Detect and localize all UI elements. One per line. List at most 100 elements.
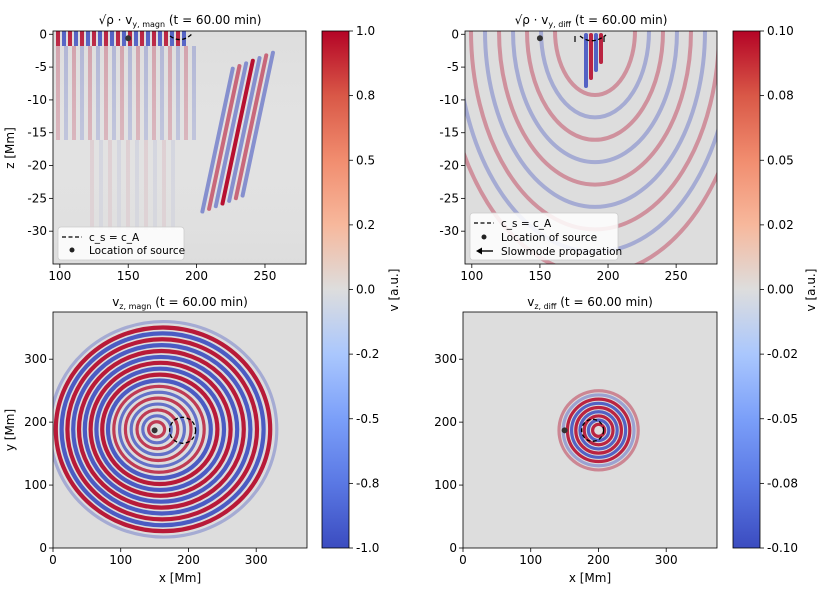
wave-ring bbox=[590, 422, 607, 438]
plume-band bbox=[599, 33, 603, 64]
x-tick-label: 200 bbox=[587, 553, 610, 567]
wave-ring bbox=[53, 325, 273, 534]
x-tick-label: 250 bbox=[254, 269, 277, 283]
source-marker bbox=[536, 35, 543, 42]
colorbar-tick-label: -0.5 bbox=[356, 412, 379, 426]
wave-ring bbox=[129, 402, 186, 457]
panel-vy-magn-title: √ρ · vy, magn (t = 60.00 min) bbox=[99, 13, 262, 29]
wave-ring bbox=[586, 418, 611, 443]
wave-packet bbox=[200, 50, 275, 214]
wave-ring bbox=[147, 420, 167, 439]
panel-vy-magn-field bbox=[53, 31, 306, 264]
y-tick-label: 0 bbox=[39, 27, 47, 41]
panel-vy-diff: 100 150 200 250 0 -5 -10 -15 -20 -25 -30 √ρ · vy, … bbox=[439, 13, 718, 283]
wave-ring bbox=[94, 366, 227, 493]
colorbar-magn-label: v [a.u.] bbox=[387, 269, 401, 312]
y-tick-label: -20 bbox=[27, 159, 47, 173]
y-tick-label: -30 bbox=[27, 224, 47, 238]
x-tick-label: 150 bbox=[528, 269, 551, 283]
y-tick-label: 0 bbox=[39, 541, 47, 555]
legend-box bbox=[57, 226, 185, 261]
wave-ring bbox=[59, 331, 266, 528]
panel-vz-magn-field bbox=[53, 320, 279, 539]
y-tick-label: -5 bbox=[447, 60, 459, 74]
colorbar-magn-gradient bbox=[321, 30, 350, 549]
y-tick-label: -20 bbox=[439, 159, 459, 173]
panel-vz-magn: 0 100 200 300 0 100 200 300 vz, magn (t = 60.00… bbox=[3, 295, 308, 585]
panel-vy-diff-legend: c_s = c_A Location of source Slowmode pr… bbox=[469, 212, 622, 261]
source-marker bbox=[561, 427, 568, 434]
panel-vz-diff-frame bbox=[462, 311, 718, 549]
wave-arc bbox=[497, 31, 693, 187]
wave-band bbox=[227, 56, 262, 203]
colorbar-tick-label: 0.00 bbox=[767, 283, 794, 297]
wave-ring bbox=[578, 410, 619, 451]
x-tick-label: 200 bbox=[597, 269, 620, 283]
panel-vz-diff: 0 100 200 300 0 100 200 300 vz, diff (t = 60.00… bbox=[434, 295, 718, 585]
wave-ring bbox=[118, 390, 200, 468]
y-tick-label: -10 bbox=[439, 93, 459, 107]
source-marker bbox=[125, 35, 132, 42]
panel-vz-diff-xlabel: x [Mm] bbox=[569, 571, 611, 585]
legend-entry-source: Location of source bbox=[89, 245, 185, 257]
x-tick-label: 250 bbox=[665, 269, 688, 283]
legend-entry-cs-ca: c_s = c_A bbox=[501, 218, 552, 230]
wave-band bbox=[207, 64, 242, 211]
panel-vz-magn-frame bbox=[52, 311, 308, 549]
wave-arc bbox=[525, 31, 665, 142]
legend-entry-source: Location of source bbox=[501, 232, 597, 244]
y-tick-label: 300 bbox=[24, 352, 47, 366]
wave-ring bbox=[569, 401, 628, 459]
y-tick-label: -5 bbox=[35, 60, 47, 74]
plume-band bbox=[589, 33, 593, 80]
x-tick-label: 300 bbox=[245, 553, 268, 567]
legend-source-dot-icon bbox=[481, 234, 487, 240]
wave-ring bbox=[100, 372, 220, 487]
y-tick-label: 100 bbox=[434, 478, 457, 492]
y-tick-label: -25 bbox=[439, 191, 459, 205]
x-tick-label: 300 bbox=[655, 553, 678, 567]
panel-vy-diff-title: √ρ · vy, diff (t = 60.00 min) bbox=[515, 13, 668, 29]
colorbar-tick-label: -1.0 bbox=[356, 541, 379, 555]
colorbar-tick-label: 0.02 bbox=[767, 218, 794, 232]
colorbar-tick-label: -0.2 bbox=[356, 347, 379, 361]
legend-box bbox=[469, 212, 619, 261]
wave-ring bbox=[88, 360, 233, 498]
wave-band bbox=[200, 66, 235, 214]
wave-arc bbox=[553, 31, 637, 97]
colorbar-tick-label: 0.0 bbox=[356, 283, 375, 297]
wave-ring bbox=[557, 389, 640, 472]
wave-ring bbox=[65, 337, 260, 522]
colorbar-tick-label: -0.08 bbox=[767, 476, 798, 490]
wave-ring bbox=[71, 343, 253, 516]
y-tick-label: 100 bbox=[24, 478, 47, 492]
colorbar-diff: 0.10 0.08 0.05 0.02 0.00 -0.02 -0.05 -0.08 -0.10… bbox=[732, 24, 818, 555]
panel-vy-diff-frame bbox=[464, 30, 718, 265]
legend-arrow-left-icon bbox=[476, 247, 493, 255]
y-tick-label: 300 bbox=[434, 352, 457, 366]
colorbar-tick-label: 1.0 bbox=[356, 24, 375, 38]
wave-band bbox=[220, 58, 255, 206]
cs-ca-contour bbox=[168, 416, 197, 444]
legend-entry-slowmode: Slowmode propagation bbox=[501, 246, 622, 258]
colorbar-tick-label: 0.05 bbox=[767, 153, 794, 167]
panel-vy-magn-frame bbox=[52, 30, 307, 265]
wave-ring bbox=[135, 408, 180, 451]
x-tick-label: 0 bbox=[459, 553, 467, 567]
wave-ring bbox=[574, 405, 623, 455]
colorbar-tick-label: -0.10 bbox=[767, 541, 798, 555]
x-tick-label: 100 bbox=[460, 269, 483, 283]
wave-ring bbox=[141, 414, 173, 445]
wave-ring bbox=[123, 396, 193, 463]
y-tick-label: 200 bbox=[434, 415, 457, 429]
source-marker bbox=[151, 427, 158, 434]
cs-ca-contour bbox=[580, 418, 605, 442]
y-tick-label: -10 bbox=[27, 93, 47, 107]
y-tick-label: 0 bbox=[449, 541, 457, 555]
plume-band bbox=[594, 33, 598, 72]
x-tick-label: 150 bbox=[117, 269, 140, 283]
legend-source-dot-icon bbox=[69, 247, 75, 253]
y-tick-label: 0 bbox=[451, 27, 459, 41]
colorbar-tick-label: 0.2 bbox=[356, 218, 375, 232]
